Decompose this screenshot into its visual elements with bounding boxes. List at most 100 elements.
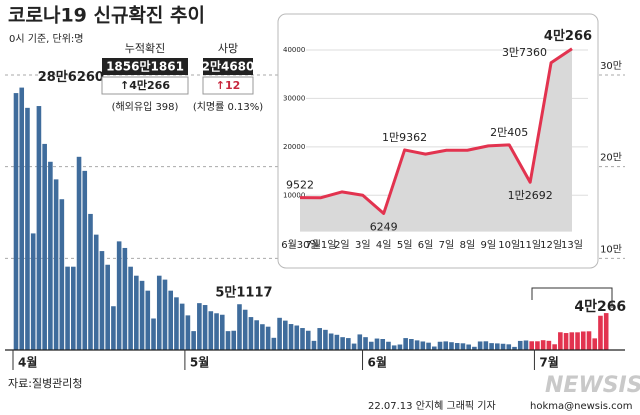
bar <box>237 304 242 350</box>
bar <box>145 290 151 350</box>
bar <box>323 329 328 350</box>
bar <box>495 343 500 350</box>
x-tick-label: 2일 <box>334 239 350 251</box>
x-tick-label: 7월1일 <box>305 239 336 251</box>
bar <box>391 345 397 350</box>
stat-label: 사망 <box>218 42 238 55</box>
bar <box>437 341 443 350</box>
y-tick-label: 20만 <box>600 152 622 164</box>
bar <box>397 344 403 350</box>
bar <box>139 280 145 350</box>
stat-box <box>102 58 188 75</box>
bar <box>420 341 426 350</box>
x-tick-label: 13일 <box>561 239 583 251</box>
main-chart: 10만 20만 30만 28만6260 5만1117 4만266 4월 5월 6월 7월 <box>5 60 626 370</box>
x-tick-label: 5일 <box>397 239 413 251</box>
bar <box>248 317 254 350</box>
bar <box>162 279 168 350</box>
bar <box>431 346 437 350</box>
bar <box>586 331 592 350</box>
area <box>300 48 572 232</box>
bar <box>42 143 47 350</box>
bar <box>168 290 174 350</box>
stat-change: ↑12 <box>216 79 241 92</box>
bar <box>283 320 288 350</box>
bar <box>19 87 25 350</box>
x-tick-label: 6월 <box>368 355 387 370</box>
bar <box>36 106 42 351</box>
credit: 22.07.13 안지혜 그래픽 기자 <box>368 400 496 412</box>
bar <box>563 333 569 350</box>
bar <box>277 317 282 350</box>
bar <box>151 318 156 350</box>
bar <box>426 342 431 350</box>
bar <box>111 306 116 350</box>
x-tick-label: 9일 <box>481 239 497 251</box>
x-tick-label: 11일 <box>519 239 541 251</box>
bar <box>65 266 70 350</box>
stat-note: (해외유입 398) <box>112 100 179 113</box>
stat-box <box>203 58 253 75</box>
bar <box>82 170 88 350</box>
bar <box>294 325 300 350</box>
x-tick-label: 8일 <box>460 239 476 251</box>
x-tick-label: 3일 <box>355 239 371 251</box>
bar <box>219 314 225 350</box>
bar <box>305 330 311 350</box>
bar <box>558 332 563 350</box>
bar <box>30 233 36 350</box>
bar <box>328 333 334 350</box>
bar <box>472 346 477 350</box>
stat-total: 1856만1861 <box>106 59 184 74</box>
bar <box>214 313 219 350</box>
bar <box>242 309 248 350</box>
bar <box>460 343 466 350</box>
value-label: 4만266 <box>544 28 592 44</box>
value-label: 4만266 <box>574 299 626 315</box>
value-label: 1만9362 <box>382 131 427 144</box>
bar <box>489 343 494 350</box>
title: 코로나19 신규확진 추이 <box>8 4 205 27</box>
bar <box>76 156 82 350</box>
bar <box>500 343 506 350</box>
bar <box>512 346 517 350</box>
bar <box>357 334 363 350</box>
bar <box>208 311 214 350</box>
bar <box>254 320 259 350</box>
x-tick-label: 10일 <box>498 239 520 251</box>
bar <box>368 341 374 350</box>
bar <box>603 313 609 350</box>
bar <box>271 337 277 350</box>
bar <box>340 337 345 350</box>
bar <box>386 341 391 350</box>
bar <box>105 264 110 350</box>
y-tick-label: 10만 <box>600 243 622 255</box>
bar <box>202 305 208 350</box>
bar <box>334 334 340 350</box>
bar <box>48 161 53 350</box>
bar <box>288 324 294 350</box>
x-tick-label: 7일 <box>439 239 455 251</box>
bar <box>59 199 65 350</box>
summary: 누적확진 1856만1861 ↑4만266 (해외유입 398) 사망 2만46… <box>101 42 263 113</box>
bar <box>546 340 552 350</box>
bracket <box>531 287 613 308</box>
bar <box>88 213 93 350</box>
stat-total: 2만4680 <box>202 59 255 74</box>
bar <box>443 341 449 350</box>
y-tick-label: 40000 <box>283 46 305 54</box>
bar <box>13 93 19 351</box>
bar <box>477 341 483 350</box>
logo: NEWSIS <box>545 373 640 398</box>
x-tick-label: 6월30일 <box>281 239 319 251</box>
bar <box>535 341 540 350</box>
bar <box>569 332 575 350</box>
bar <box>529 341 534 350</box>
bar <box>552 344 557 350</box>
bar <box>174 297 179 350</box>
stat-box <box>202 76 254 95</box>
y-tick-label: 20000 <box>283 143 305 151</box>
stat-label: 누적확진 <box>125 42 165 55</box>
bar <box>517 340 523 350</box>
